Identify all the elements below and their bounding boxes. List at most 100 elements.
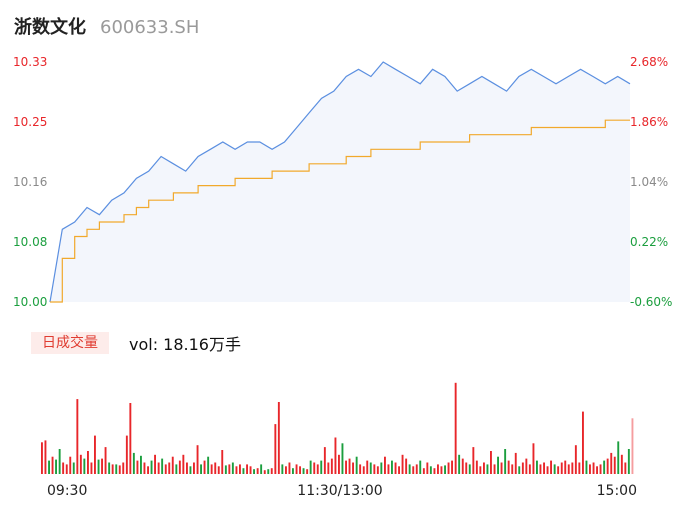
- volume-bar: [299, 466, 301, 474]
- volume-bar: [260, 464, 263, 474]
- volume-bar: [249, 466, 252, 474]
- volume-bar: [500, 462, 503, 474]
- volume-bar: [514, 452, 517, 474]
- volume-bar: [161, 458, 164, 474]
- volume-bar: [405, 458, 408, 474]
- volume-bar: [433, 468, 436, 474]
- volume-bar: [164, 464, 167, 474]
- average-line: [50, 119, 630, 303]
- volume-bar: [490, 451, 492, 474]
- avg-line-group: [50, 119, 630, 303]
- volume-bar: [606, 458, 609, 474]
- volume-bar: [528, 464, 531, 474]
- volume-bar: [599, 464, 602, 474]
- volume-bar: [366, 460, 369, 474]
- y-tick-right: -0.60%: [630, 295, 672, 309]
- volume-bar: [507, 460, 510, 474]
- volume-bar: [87, 451, 89, 474]
- volume-bar: [422, 468, 425, 474]
- volume-bar: [334, 437, 337, 474]
- volume-bar: [224, 465, 227, 474]
- volume-bar: [147, 466, 149, 474]
- volume-bar: [111, 464, 114, 474]
- volume-bar: [118, 465, 121, 474]
- volume-bars: [41, 382, 634, 474]
- y-tick-left: 10.16: [13, 175, 47, 189]
- y-tick-right: 1.04%: [630, 175, 668, 189]
- volume-bar: [536, 460, 538, 474]
- volume-bar: [58, 449, 61, 474]
- volume-bar: [104, 447, 107, 474]
- volume-bar: [437, 464, 439, 474]
- volume-bar: [221, 450, 224, 474]
- volume-bar: [196, 445, 199, 474]
- volume-bar: [175, 464, 178, 474]
- volume-bar: [157, 462, 160, 474]
- volume-bar: [94, 435, 96, 474]
- volume-bar: [384, 456, 386, 474]
- volume-bar: [518, 466, 521, 474]
- volume-bar: [447, 462, 450, 474]
- volume-bar: [567, 464, 570, 474]
- volume-bar: [415, 464, 418, 474]
- volume-bar: [627, 449, 630, 474]
- volume-bar: [483, 462, 485, 474]
- volume-bar: [582, 411, 584, 474]
- volume-bar: [369, 462, 372, 474]
- volume-bar: [327, 462, 330, 474]
- volume-bar: [592, 462, 595, 474]
- y-tick-right: 2.68%: [630, 55, 668, 69]
- volume-bar: [320, 460, 323, 474]
- x-axis: 09:30 11:30/13:00 15:00: [47, 483, 637, 499]
- volume-bar: [55, 459, 57, 474]
- volume-bar: [76, 399, 79, 474]
- volume-bar: [603, 460, 606, 474]
- volume-bar: [472, 447, 475, 474]
- volume-bar: [617, 441, 620, 474]
- y-tick-right: 0.22%: [630, 235, 668, 249]
- volume-bar: [79, 454, 82, 474]
- volume-bar: [281, 464, 284, 474]
- volume-bar: [292, 468, 294, 474]
- stock-code: 600633.SH: [100, 17, 200, 38]
- volume-bar: [352, 462, 354, 474]
- x-tick: 09:30: [47, 483, 87, 499]
- volume-bar: [228, 464, 231, 474]
- volume-bar: [256, 468, 259, 474]
- volume-bar: [239, 464, 241, 474]
- volume-bar: [458, 454, 461, 474]
- volume-bar: [263, 470, 266, 474]
- volume-bar: [359, 464, 362, 474]
- volume-bar: [564, 460, 567, 474]
- volume-bar: [461, 458, 464, 474]
- volume-bar: [132, 452, 135, 474]
- volume-bar: [574, 445, 577, 474]
- volume-bar: [90, 462, 93, 474]
- volume-bar: [401, 454, 404, 474]
- x-tick: 15:00: [597, 483, 637, 499]
- volume-bar: [571, 462, 574, 474]
- volume-bar: [189, 466, 192, 474]
- volume-bar: [72, 462, 75, 474]
- volume-bar: [108, 462, 111, 474]
- volume-bar: [125, 435, 128, 474]
- volume-bar: [429, 466, 432, 474]
- volume-bar: [539, 464, 542, 474]
- volume-bar: [391, 460, 393, 474]
- volume-bar: [610, 452, 613, 474]
- volume-bar: [419, 460, 422, 474]
- volume-tab[interactable]: 日成交量: [31, 332, 109, 354]
- volume-bar: [394, 462, 397, 474]
- volume-bar: [143, 462, 146, 474]
- volume-bar: [277, 402, 280, 474]
- volume-bar: [373, 464, 376, 474]
- volume-bar: [83, 458, 86, 474]
- volume-bar: [115, 464, 118, 474]
- volume-bar: [288, 462, 291, 474]
- volume-bar: [426, 462, 429, 474]
- volume-bar: [550, 460, 552, 474]
- volume-bar: [546, 466, 549, 474]
- y-tick-left: 10.08: [13, 235, 47, 249]
- volume-readout: vol: 18.16万手: [129, 335, 241, 354]
